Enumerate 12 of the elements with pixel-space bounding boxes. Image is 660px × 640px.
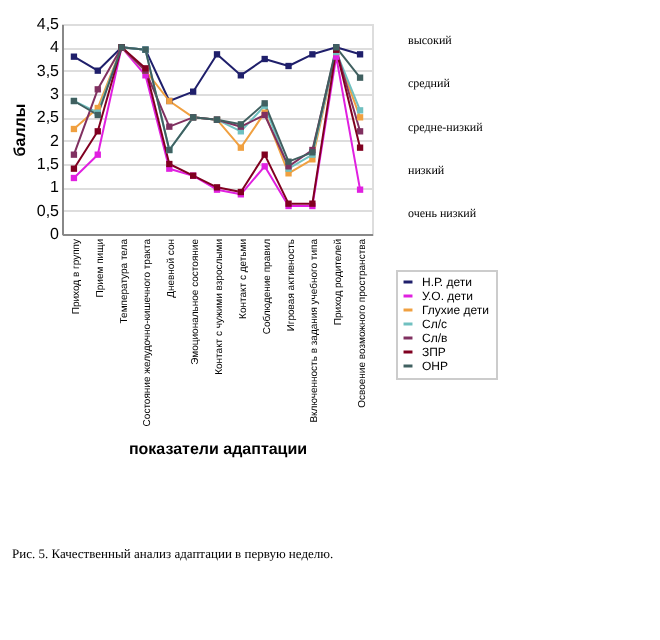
y-tick-label: 0,5 <box>36 201 61 220</box>
y-tick-label: 3 <box>50 85 61 103</box>
x-axis-title: показатели адаптации <box>128 440 308 459</box>
y-tick-label: 3,5 <box>36 61 61 80</box>
y-tick-label: 2 <box>50 131 61 150</box>
y-tick-label: 0 <box>50 225 61 243</box>
y-tick-label: 4 <box>50 38 61 57</box>
y-tick-label: 1,5 <box>36 155 61 173</box>
y-axis-title: баллы <box>10 103 29 157</box>
y-tick-label: 1 <box>50 178 61 197</box>
y-tick-label: 4,5 <box>36 15 61 33</box>
y-tick-label: 2,5 <box>36 108 61 127</box>
